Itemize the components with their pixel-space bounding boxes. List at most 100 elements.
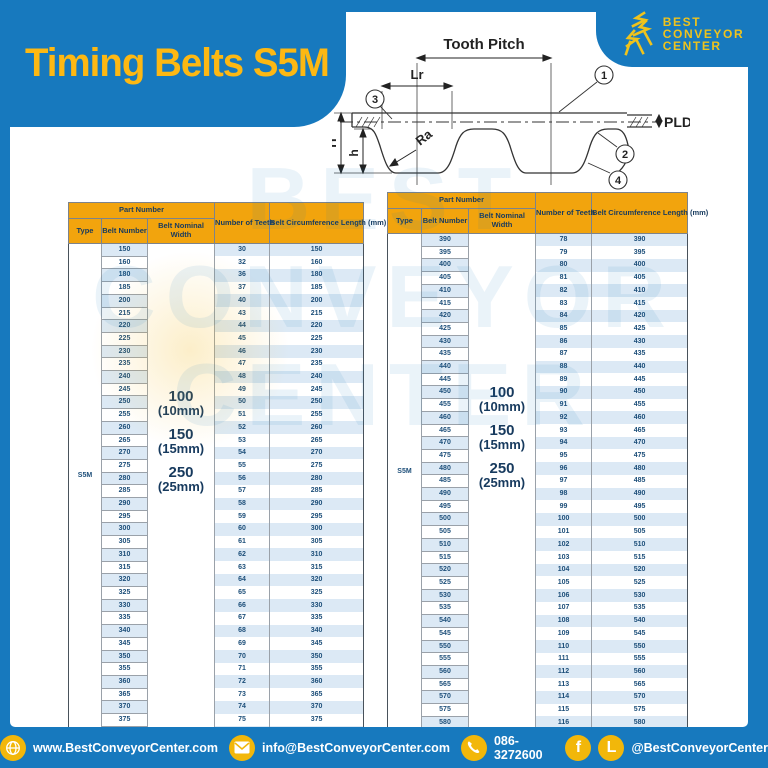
- length-cell: 180: [269, 268, 364, 282]
- table-row: 500 100 500: [387, 512, 688, 527]
- table-row: 530 106 530: [387, 588, 688, 603]
- table-row: 275 55 275: [69, 458, 364, 473]
- table-row: 265 53 265: [69, 433, 364, 448]
- length-cell: 560: [591, 665, 688, 679]
- belt-number-cell: 450: [421, 385, 469, 400]
- table-row: 360 72 360: [68, 674, 364, 689]
- length-cell: 265: [269, 434, 364, 447]
- footer-social: f L @BestConveyorCenter: [565, 734, 768, 761]
- teeth-cell: 32: [214, 256, 270, 269]
- belt-number-cell: 290: [101, 497, 148, 511]
- phone-icon: [460, 734, 487, 761]
- belt-number-cell: 570: [421, 690, 469, 705]
- table-row: 490 98 490: [387, 487, 688, 501]
- callout-1: 1: [594, 65, 614, 85]
- table-row: 435 87 435: [388, 347, 688, 362]
- teeth-cell: 107: [535, 601, 592, 615]
- table-row: 475 95 475: [388, 448, 688, 463]
- table-row: 230 46 230: [68, 344, 364, 359]
- length-cell: 355: [269, 662, 364, 676]
- table-row: 260 52 260: [68, 420, 364, 435]
- belt-number-cell: 560: [421, 664, 469, 679]
- length-cell: 320: [269, 573, 364, 587]
- length-cell: 440: [591, 360, 688, 374]
- table-row: 555 111 555: [388, 652, 688, 666]
- length-cell: 330: [269, 599, 364, 612]
- length-cell: 450: [591, 385, 688, 399]
- belt-number-cell: 480: [421, 461, 469, 476]
- table-row: 235 47 235: [69, 357, 364, 372]
- teeth-cell: 92: [535, 411, 592, 425]
- belt-number-cell: 475: [421, 448, 469, 463]
- logo-line-2: CONVEYOR: [662, 26, 745, 41]
- belt-number-cell: 575: [421, 703, 469, 717]
- footer-phone: 086-3272600: [460, 734, 555, 762]
- table-row: 445 89 445: [388, 372, 688, 387]
- spec-table-right: Part Number Number of Teeth Belt Circumf…: [386, 192, 708, 755]
- length-cell: 540: [591, 614, 688, 628]
- belt-nominal-width-cell: 100 (10mm) 150 (15mm) 250 (25mm): [147, 243, 216, 752]
- teeth-cell: 85: [535, 322, 592, 336]
- teeth-cell: 109: [535, 627, 592, 640]
- spec-table-left: Part Number Number of Teeth Belt Circumf…: [67, 202, 386, 753]
- teeth-cell: 56: [214, 472, 270, 485]
- table-row: S5M 150 100 (10mm) 150 (15mm) 250 (25mm) 30 150: [68, 243, 364, 752]
- teeth-cell: 44: [214, 319, 270, 333]
- length-cell: 575: [591, 703, 688, 717]
- belt-number-cell: 295: [101, 509, 148, 524]
- teeth-cell: 88: [535, 360, 592, 374]
- table-row: 575 115 575: [388, 703, 688, 717]
- table-row: 415 83 415: [388, 296, 688, 311]
- belt-number-cell: 340: [101, 624, 148, 638]
- antelope-logo-icon: [624, 10, 653, 56]
- length-cell: 245: [269, 383, 364, 396]
- length-cell: 530: [591, 589, 688, 602]
- footer-website-text: www.BestConveyorCenter.com: [33, 740, 219, 755]
- belt-number-cell: 365: [101, 687, 148, 702]
- table-row: 480 96 480: [387, 461, 688, 476]
- table-row: 355 71 355: [69, 662, 364, 676]
- belt-number-cell: 350: [101, 649, 148, 664]
- table-row: 335 67 335: [69, 611, 364, 626]
- footer-website: www.BestConveyorCenter.com: [0, 734, 219, 761]
- belt-number-cell: 550: [421, 639, 469, 654]
- belt-number-cell: 465: [421, 423, 469, 438]
- belt-number-cell: 245: [101, 382, 148, 397]
- length-cell: 565: [591, 678, 688, 691]
- footer-email-text: info@BestConveyorCenter.com: [262, 740, 450, 755]
- length-cell: 350: [269, 650, 364, 663]
- belt-number-cell: 200: [101, 293, 148, 308]
- teeth-cell: 91: [535, 398, 592, 412]
- teeth-cell: 53: [214, 434, 270, 447]
- belt-number-cell: 495: [421, 499, 469, 514]
- dim-ra-label: Ra: [413, 126, 436, 149]
- teeth-cell: 114: [535, 690, 592, 704]
- teeth-cell: 46: [214, 345, 270, 358]
- teeth-cell: 90: [535, 385, 592, 399]
- length-cell: 490: [591, 487, 688, 501]
- length-cell: 550: [591, 640, 688, 653]
- teeth-cell: 54: [214, 446, 270, 460]
- belt-number-cell: 410: [421, 283, 469, 298]
- belt-number-cell: 255: [101, 408, 148, 422]
- belt-number-cell: 360: [101, 674, 148, 689]
- teeth-cell: 110: [535, 640, 592, 653]
- length-cell: 400: [591, 258, 688, 272]
- table-row: 440 88 440: [387, 360, 688, 374]
- table-row: 300 60 300: [68, 522, 364, 537]
- table-row: 550 110 550: [387, 639, 688, 654]
- belt-number-cell: 275: [101, 458, 148, 473]
- teeth-cell: 103: [535, 551, 592, 564]
- belt-number-cell: 485: [421, 474, 469, 489]
- callout-3: 3: [365, 89, 385, 109]
- length-cell: 200: [269, 294, 364, 308]
- line-icon: L: [598, 734, 625, 761]
- header-part-number: Part Number: [67, 202, 216, 219]
- header-part-number: Part Number: [386, 192, 537, 209]
- belt-number-cell: 375: [101, 713, 148, 727]
- table-row: 420 84 420: [387, 309, 688, 323]
- teeth-cell: 100: [535, 512, 592, 526]
- length-cell: 470: [591, 436, 688, 450]
- length-cell: 580: [591, 716, 688, 729]
- length-cell: 280: [269, 472, 364, 485]
